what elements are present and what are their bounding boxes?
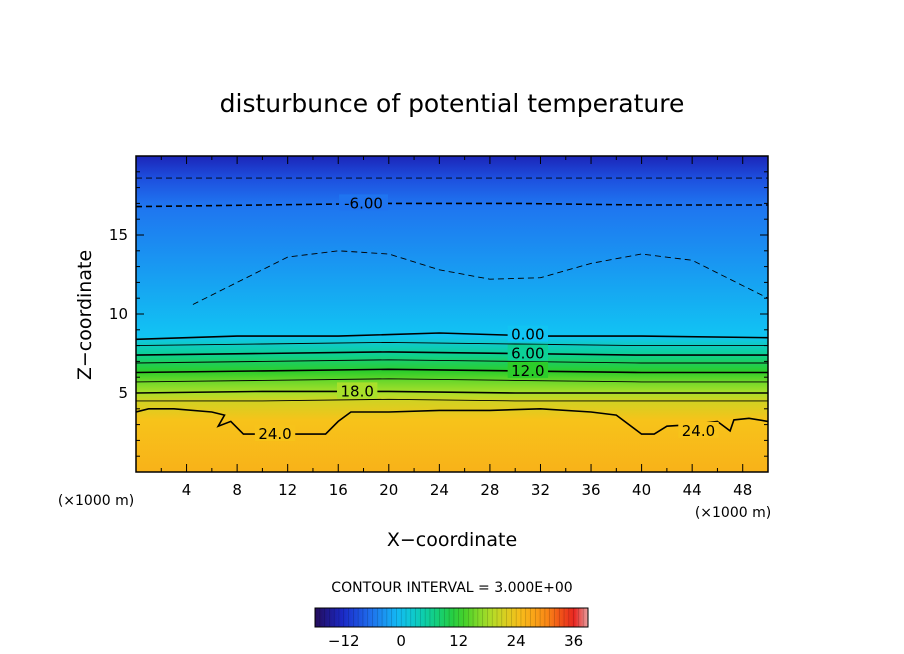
contour-line (136, 341, 768, 347)
contour-label: -6.00 (344, 194, 383, 212)
contour-label-bg (678, 421, 719, 438)
x-tick-label: 24 (430, 481, 449, 499)
contour-label: 6.00 (511, 345, 544, 363)
x-tick-label: 40 (632, 481, 651, 499)
x-tick-label: 44 (683, 481, 702, 499)
contour-line (136, 332, 768, 341)
x-tick-label: 28 (480, 481, 499, 499)
contour-label-bg (254, 425, 296, 442)
contour-label-bg (507, 325, 549, 342)
colorbar-segments (314, 608, 589, 627)
contour-label: 0.00 (511, 326, 544, 344)
colorbar: −12 0 12 24 36 (314, 607, 589, 650)
x-tick-label: 4 (182, 481, 192, 499)
colorbar-gradient (315, 608, 588, 627)
x-tick-label: 8 (232, 481, 242, 499)
contour-line (136, 368, 768, 374)
contour-line (136, 202, 768, 208)
colorbar-tick-label: 0 (396, 632, 406, 650)
contour-line (136, 398, 768, 402)
contour-label-bg (507, 344, 549, 361)
colorbar-tick-label: 24 (507, 632, 526, 650)
contour-label-bg (507, 361, 549, 378)
x-tick-label: 16 (329, 481, 348, 499)
contour-label-bg (339, 194, 389, 211)
y-axis-ticks: 5 10 15 (109, 171, 768, 457)
colorbar-tick-label: 36 (564, 632, 583, 650)
y-tick-label: 5 (118, 384, 128, 402)
x-tick-label: 12 (278, 481, 297, 499)
contour-line (192, 250, 768, 305)
contour-label: 24.0 (258, 425, 291, 443)
contour-label-bg (337, 382, 378, 399)
chart-title: disturbunce of potential temperature (220, 89, 685, 118)
x-axis-ticks: 4 8 12 16 20 24 28 32 36 40 44 48 (160, 156, 752, 499)
contour-label: 12.0 (511, 362, 544, 380)
contour-lines (136, 177, 768, 435)
plot-field (136, 156, 768, 472)
x-axis-label: X−coordinate (387, 529, 517, 551)
y-axis-label: Z−coordinate (74, 250, 96, 380)
colorbar-tick-label: −12 (328, 632, 360, 650)
contour-label: 18.0 (340, 382, 373, 400)
x-tick-label: 32 (531, 481, 550, 499)
field-background (136, 156, 768, 472)
contour-line (136, 390, 768, 394)
contour-line (136, 359, 768, 364)
x-unit-right: (×1000 m) (695, 505, 771, 521)
contour-interval-text: CONTOUR INTERVAL = 3.000E+00 (331, 580, 572, 596)
colorbar-frame (314, 607, 589, 628)
colorbar-ticks: −12 0 12 24 36 (328, 632, 583, 650)
y-tick-label: 10 (109, 305, 128, 323)
contour-line (136, 351, 768, 356)
colorbar-tick-label: 12 (449, 632, 468, 650)
x-tick-label: 48 (733, 481, 752, 499)
contour-line (136, 378, 768, 383)
x-unit-left: (×1000 m) (58, 493, 134, 509)
x-tick-label: 20 (379, 481, 398, 499)
y-tick-label: 15 (109, 226, 128, 244)
x-tick-label: 36 (581, 481, 600, 499)
contour-label: 24.0 (682, 422, 715, 440)
